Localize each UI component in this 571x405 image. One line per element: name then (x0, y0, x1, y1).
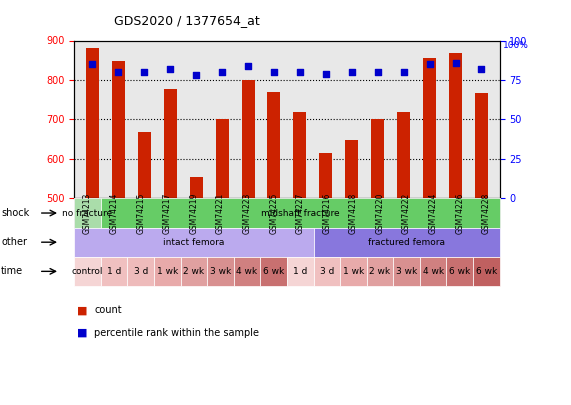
Text: 3 wk: 3 wk (396, 267, 417, 276)
Bar (112, 62, 125, 198)
Text: fractured femora: fractured femora (368, 238, 445, 247)
Point (425, 61, 434, 67)
Bar (164, 90, 176, 198)
Point (373, 69, 382, 75)
Point (243, 62, 252, 69)
Bar (449, 53, 462, 198)
Bar (397, 112, 410, 198)
Text: 6 wk: 6 wk (449, 267, 471, 276)
Text: GSM74227: GSM74227 (296, 192, 305, 234)
Point (295, 69, 304, 75)
Text: 1 wk: 1 wk (343, 267, 364, 276)
Point (88, 61, 97, 67)
Text: 1 wk: 1 wk (156, 267, 178, 276)
Point (451, 60, 460, 66)
Bar (216, 119, 228, 198)
Bar (371, 119, 384, 198)
Text: 4 wk: 4 wk (423, 267, 444, 276)
Bar (345, 140, 358, 198)
Text: GSM74221: GSM74221 (216, 192, 225, 234)
Bar (242, 80, 255, 198)
Text: count: count (94, 305, 122, 315)
Text: GSM74217: GSM74217 (163, 192, 172, 234)
Bar (423, 58, 436, 198)
Bar (138, 132, 151, 198)
Text: 2 wk: 2 wk (183, 267, 204, 276)
Text: time: time (1, 266, 23, 276)
Point (166, 66, 175, 72)
Text: no fracture: no fracture (62, 209, 112, 217)
Text: percentile rank within the sample: percentile rank within the sample (94, 328, 259, 337)
Text: GSM74228: GSM74228 (482, 192, 491, 234)
Text: shock: shock (1, 208, 29, 218)
Text: 6 wk: 6 wk (476, 267, 497, 276)
Point (140, 69, 149, 75)
Bar (190, 177, 203, 198)
Point (399, 69, 408, 75)
Text: intact femora: intact femora (163, 238, 224, 247)
Point (477, 66, 486, 72)
Bar (267, 92, 280, 198)
Text: other: other (1, 237, 27, 247)
Bar (293, 112, 307, 198)
Point (218, 69, 227, 75)
Text: GSM74216: GSM74216 (322, 192, 331, 234)
Text: ■: ■ (77, 328, 87, 337)
Bar (319, 153, 332, 198)
Text: 1 d: 1 d (293, 267, 307, 276)
Text: GSM74220: GSM74220 (376, 192, 384, 234)
Text: 3 d: 3 d (320, 267, 334, 276)
Point (270, 69, 279, 75)
Point (347, 69, 356, 75)
Text: GDS2020 / 1377654_at: GDS2020 / 1377654_at (114, 14, 260, 27)
Text: 3 wk: 3 wk (210, 267, 231, 276)
Text: GSM74218: GSM74218 (349, 192, 358, 234)
Text: ■: ■ (77, 305, 87, 315)
Bar (86, 48, 99, 198)
Text: 100%: 100% (502, 40, 528, 49)
Text: GSM74226: GSM74226 (455, 192, 464, 234)
Text: GSM74224: GSM74224 (429, 192, 437, 234)
Bar (475, 93, 488, 198)
Text: 1 d: 1 d (107, 267, 121, 276)
Text: GSM74215: GSM74215 (136, 192, 145, 234)
Point (114, 69, 123, 75)
Text: GSM74219: GSM74219 (190, 192, 198, 234)
Text: GSM74214: GSM74214 (110, 192, 119, 234)
Point (321, 70, 331, 77)
Text: 6 wk: 6 wk (263, 267, 284, 276)
Text: control: control (72, 267, 103, 276)
Text: midshaft fracture: midshaft fracture (261, 209, 340, 217)
Text: GSM74213: GSM74213 (83, 192, 92, 234)
Text: 3 d: 3 d (134, 267, 148, 276)
Text: GSM74223: GSM74223 (243, 192, 252, 234)
Text: 2 wk: 2 wk (369, 267, 391, 276)
Text: GSM74225: GSM74225 (269, 192, 278, 234)
Text: GSM74222: GSM74222 (402, 192, 411, 234)
Text: 4 wk: 4 wk (236, 267, 258, 276)
Point (192, 72, 201, 79)
